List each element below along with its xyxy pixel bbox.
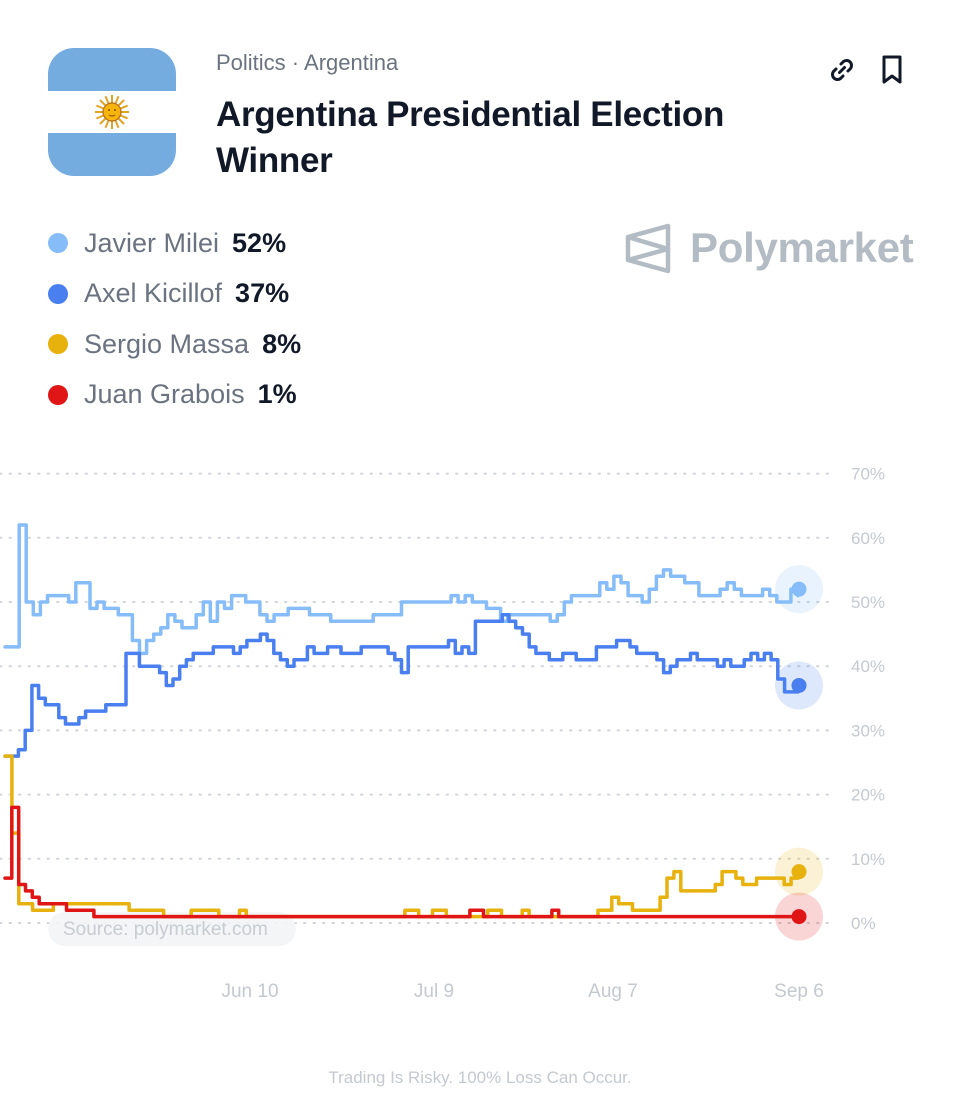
y-tick-label: 20% (851, 786, 885, 805)
bookmark-icon[interactable] (878, 54, 910, 86)
source-pill (48, 912, 296, 946)
legend-value: 1% (257, 379, 297, 410)
y-tick-label: 60% (851, 529, 885, 548)
endpoint-dot (791, 909, 807, 925)
y-tick-label: 0% (851, 914, 876, 933)
link-icon[interactable] (826, 54, 858, 86)
risk-disclaimer: Trading Is Risky. 100% Loss Can Occur. (328, 1068, 632, 1087)
series-line-juan-grabois (3, 805, 800, 919)
legend-value: 37% (235, 278, 290, 309)
polymarket-brand: Polymarket (624, 222, 914, 274)
legend-name: Sergio Massa (84, 328, 250, 359)
endpoint-dot (791, 677, 807, 693)
series-line-axel-kicillof (3, 613, 800, 758)
legend-dot (48, 384, 68, 405)
argentina-flag (48, 48, 176, 176)
series-line-sergio-massa (3, 754, 800, 919)
legend-name: Axel Kicillof (84, 278, 223, 309)
legend-value: 8% (262, 328, 302, 359)
legend-item: Sergio Massa 8% (48, 319, 301, 370)
x-tick-label: Aug 7 (588, 981, 638, 1002)
x-tick-label: Jul 9 (414, 981, 454, 1002)
y-tick-label: 40% (851, 657, 885, 676)
y-tick-label: 30% (851, 721, 885, 740)
legend-name: Juan Grabois (84, 379, 245, 410)
legend-item: Javier Milei 52% (48, 218, 301, 269)
legend-dot (48, 283, 68, 304)
legend-name: Javier Milei (84, 227, 220, 258)
legend-item: Juan Grabois 1% (48, 370, 301, 421)
series-line-javier-milei (3, 523, 800, 656)
endpoint-dot (791, 581, 807, 597)
legend-value: 52% (232, 227, 287, 258)
x-tick-label: Jun 10 (221, 981, 278, 1002)
breadcrumb[interactable]: Politics · Argentina (216, 50, 399, 75)
sun-of-may-icon (95, 95, 129, 129)
page-title: Argentina Presidential Election Winner (216, 95, 725, 180)
legend-dot (48, 334, 68, 355)
brand-name: Polymarket (690, 224, 914, 271)
x-tick-label: Sep 6 (774, 981, 824, 1002)
y-tick-label: 50% (851, 593, 885, 612)
polymarket-logo-icon (625, 223, 671, 274)
legend-item: Axel Kicillof 37% (48, 269, 301, 320)
legend-dot (48, 233, 68, 254)
legend: Javier Milei 52% Axel Kicillof 37% Sergi… (48, 218, 301, 420)
endpoint-dot (791, 864, 807, 880)
price-chart[interactable]: Source: polymarket.com 0% 10% 20% 30% 40% 50%… (0, 440, 960, 1020)
y-tick-label: 70% (851, 465, 885, 484)
y-tick-label: 10% (851, 850, 885, 869)
source-label: Source: polymarket.com (63, 919, 268, 940)
